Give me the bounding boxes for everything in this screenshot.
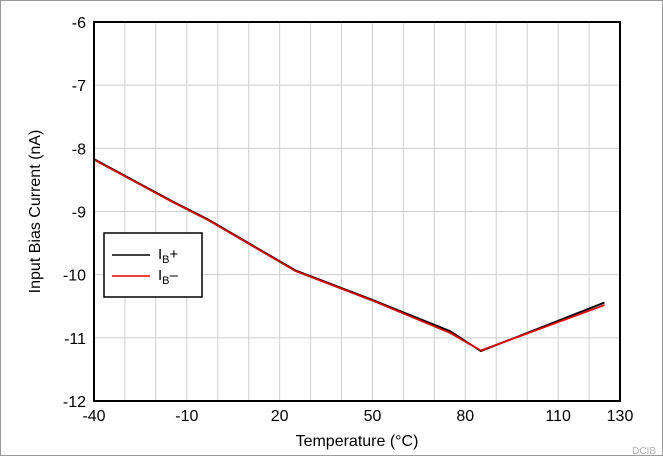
- y-tick-label: -9: [72, 205, 86, 222]
- x-tick-label: 110: [545, 408, 571, 425]
- tick-labels: -40 -10 20 50 80 110 130 -6 -7 -8 -9 -10 -11 -12: [63, 15, 634, 425]
- legend-label-ib-minus-base: I: [158, 267, 162, 284]
- plot-area-border: [93, 21, 621, 402]
- y-tick-label: -6: [72, 15, 86, 32]
- x-axis-label: Temperature (°C): [296, 433, 419, 450]
- legend-label-ib-minus-sub: B: [162, 275, 169, 287]
- series-lines: [93, 158, 605, 353]
- figure-code-watermark: DCIB: [632, 446, 656, 456]
- grid-lines: [94, 22, 620, 401]
- x-tick-label: 130: [607, 408, 634, 425]
- x-tick-label: 80: [456, 408, 474, 425]
- legend-label-ib-plus-suffix: +: [170, 246, 179, 263]
- legend-label-ib-plus-sub: B: [162, 254, 169, 266]
- y-tick-label: -8: [72, 141, 86, 158]
- y-axis-label: Input Bias Current (nA): [27, 130, 44, 294]
- legend-label-ib-minus: IB–: [158, 267, 179, 287]
- y-tick-label: -12: [63, 394, 86, 411]
- x-tick-label: -10: [175, 408, 198, 425]
- legend-box: [103, 232, 203, 298]
- legend-label-ib-plus-base: I: [158, 246, 162, 263]
- x-tick-label: -40: [82, 408, 105, 425]
- y-tick-label: -10: [63, 268, 86, 285]
- legend: IB+ IB–: [103, 232, 203, 298]
- series-line-ib-minus: [93, 158, 605, 352]
- x-tick-label: 50: [364, 408, 382, 425]
- legend-label-ib-plus: IB+: [158, 246, 179, 266]
- legend-label-ib-minus-suffix: –: [170, 267, 179, 284]
- y-tick-label: -7: [72, 78, 86, 95]
- y-tick-label: -11: [64, 331, 86, 348]
- x-tick-label: 20: [271, 408, 289, 425]
